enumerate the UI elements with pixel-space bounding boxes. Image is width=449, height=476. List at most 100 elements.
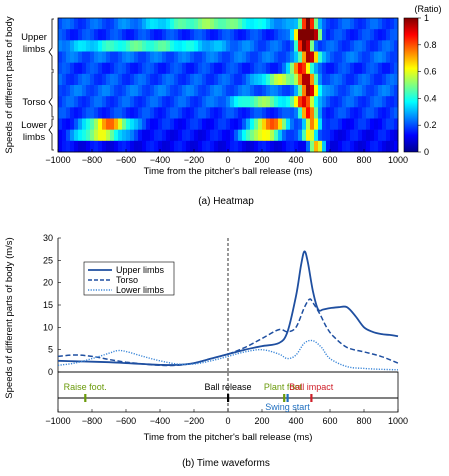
heatmap-cell [126,40,131,52]
heatmap-cell [86,140,91,153]
heatmap-cell [254,96,259,108]
heatmap-cell [330,107,335,119]
heatmap-cell [222,129,227,142]
heatmap-cell [286,140,291,153]
heatmap-cell [318,107,323,119]
heatmap-cell [230,129,235,142]
colorbar-tick-label: 0.6 [424,67,437,77]
waveform-y-tick-label: 0 [48,367,53,377]
heatmap-cell [66,140,71,153]
heatmap-cell [326,118,331,130]
heatmap-cell [118,85,123,97]
heatmap-cell [238,73,243,86]
heatmap-cell [82,85,87,97]
heatmap-cell [314,18,319,30]
heatmap-cell [174,96,179,108]
heatmap-cell [394,29,399,41]
heatmap-cell [226,85,231,97]
heatmap-cell [282,96,287,108]
event-markers: Raise foot. Ball release Plant foot.Ball i… [64,382,334,412]
heatmap-cell [70,107,75,119]
heatmap-cell [130,51,135,63]
heatmap-cell [226,129,231,142]
heatmap-cell [154,107,159,119]
heatmap-cell [386,107,391,119]
heatmap-cell [162,107,167,119]
heatmap-cell [78,107,83,119]
colorbar-tick-label: 1 [424,13,429,23]
heatmap-cell [242,40,247,52]
heatmap-cell [150,29,155,41]
heatmap-cell [374,18,379,30]
heatmap-cell [294,62,299,75]
heatmap-cell [138,51,143,63]
heatmap-cell [238,62,243,75]
row-group-torso: Torso [22,97,45,108]
heatmap-cell [130,73,135,86]
heatmap-cell [114,73,119,86]
heatmap-x-tick-label: 0 [225,155,230,165]
heatmap-cell [274,29,279,41]
heatmap-cell [178,129,183,142]
heatmap-cell [298,73,303,86]
heatmap-cell [374,140,379,153]
heatmap-cell [110,51,115,63]
heatmap-cell [278,96,283,108]
heatmap-cell [130,18,135,30]
heatmap-cell [214,140,219,153]
heatmap-cell [326,51,331,63]
heatmap-cell [282,129,287,142]
heatmap-cell [106,62,111,75]
heatmap-cell [210,29,215,41]
heatmap-cell [82,96,87,108]
heatmap-cell [358,29,363,41]
heatmap-cell [266,129,271,142]
heatmap-cell [122,129,127,142]
heatmap-cell [338,62,343,75]
heatmap-cell [170,96,175,108]
heatmap-cell [362,51,367,63]
heatmap-cell [342,62,347,75]
heatmap-cell [302,73,307,86]
heatmap-cell [94,96,99,108]
heatmap-cell [162,118,167,130]
heatmap-cell [58,73,63,86]
heatmap-cell [306,96,311,108]
heatmap-cell [82,40,87,52]
heatmap-cell [338,29,343,41]
heatmap-cell [146,96,151,108]
heatmap-cell [326,96,331,108]
heatmap-cell [134,51,139,63]
heatmap-cell [282,85,287,97]
heatmap-cell [158,107,163,119]
heatmap-cell [310,62,315,75]
heatmap-cell [382,129,387,142]
heatmap-cell [282,40,287,52]
heatmap-cell [198,96,203,108]
heatmap-cell [102,73,107,86]
heatmap-cell [166,85,171,97]
heatmap-cell [142,85,147,97]
heatmap-cell [222,73,227,86]
heatmap-cell [146,29,151,41]
heatmap-cell [362,73,367,86]
heatmap-cell [238,107,243,119]
row-group-upper-limbs-line1: Upper [21,32,47,43]
heatmap-cell [58,118,63,130]
heatmap-cell [162,62,167,75]
heatmap-cell [198,18,203,30]
heatmap-cell [126,62,131,75]
heatmap-cell [114,96,119,108]
heatmap-cell [362,107,367,119]
heatmap-cell [262,140,267,153]
heatmap-cell [350,118,355,130]
waveform-y-tick-label: 5 [48,345,53,355]
heatmap-cell [238,96,243,108]
heatmap-cell [246,40,251,52]
heatmap-cell [202,140,207,153]
heatmap-x-tick-label: 200 [254,155,269,165]
heatmap-cell [330,73,335,86]
heatmap-cell [174,51,179,63]
heatmap-cell [362,29,367,41]
heatmap-cell [66,62,71,75]
